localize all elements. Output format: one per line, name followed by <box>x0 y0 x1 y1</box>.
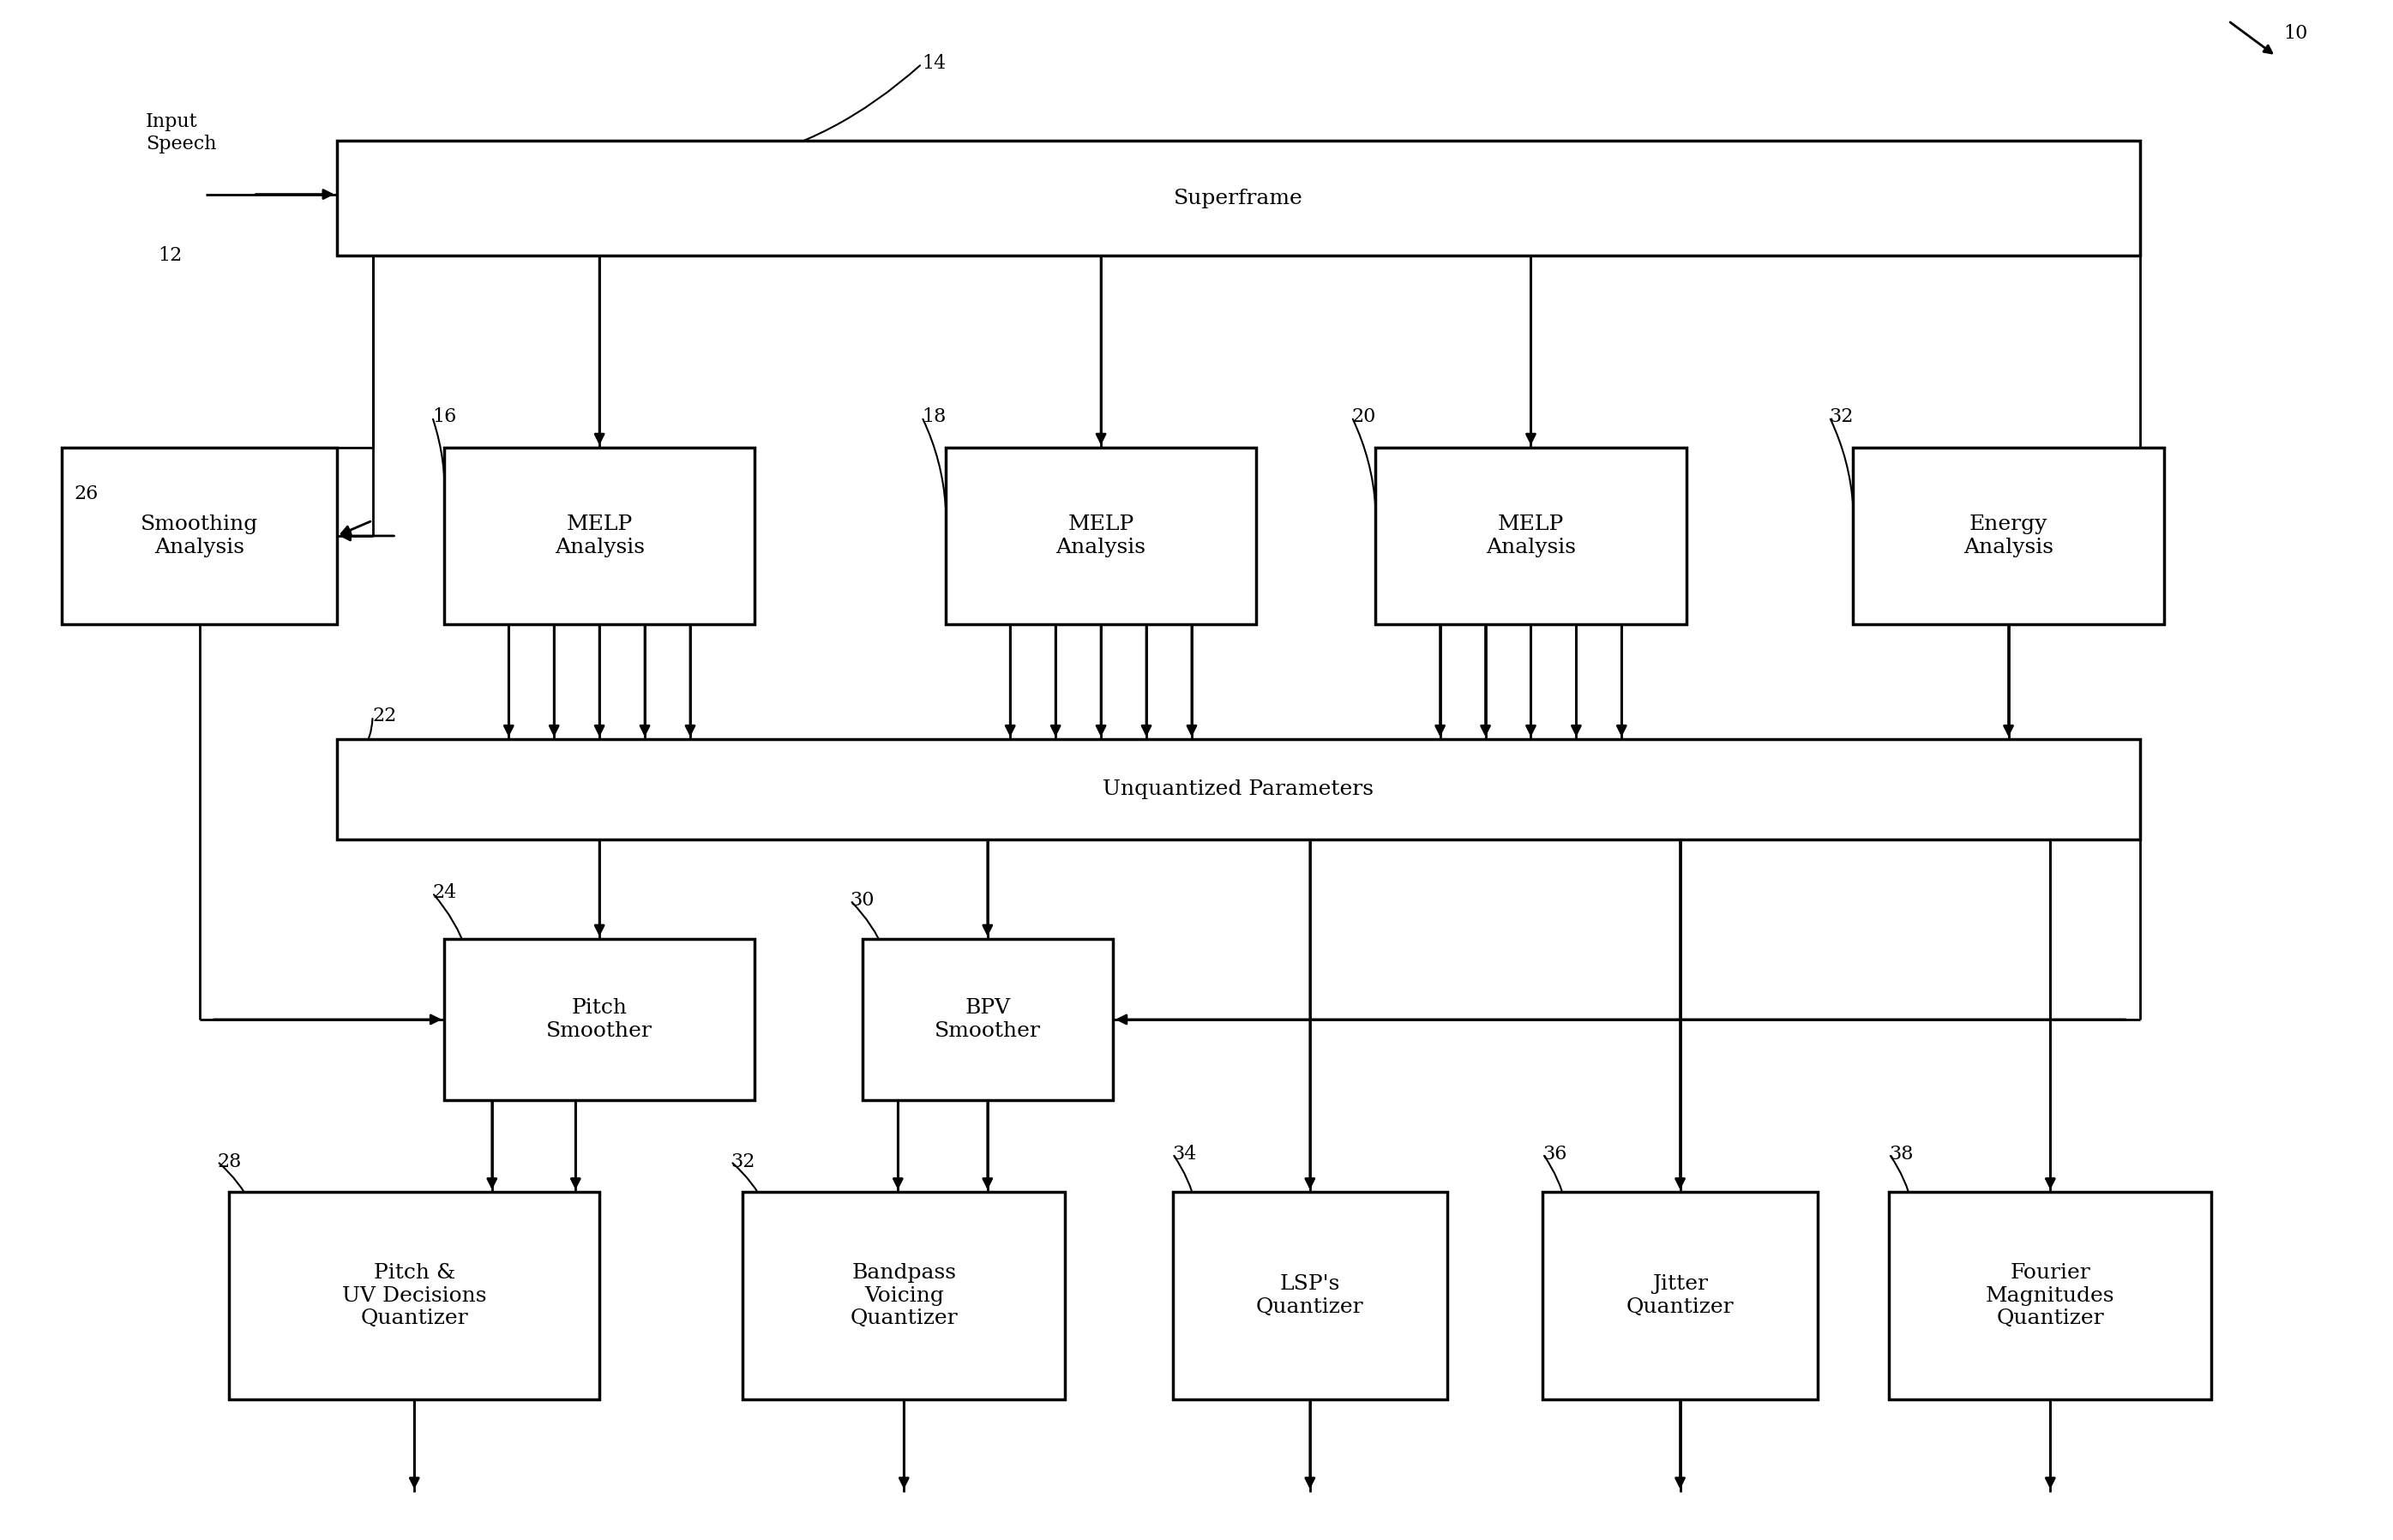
Text: 26: 26 <box>74 484 98 504</box>
Text: 14: 14 <box>921 54 945 74</box>
Text: Pitch &
UV Decisions
Quantizer: Pitch & UV Decisions Quantizer <box>342 1263 486 1329</box>
FancyBboxPatch shape <box>337 739 2139 839</box>
FancyBboxPatch shape <box>742 1192 1065 1400</box>
FancyBboxPatch shape <box>1852 448 2163 624</box>
Text: 22: 22 <box>373 707 397 725</box>
Text: Pitch
Smoother: Pitch Smoother <box>546 998 653 1041</box>
FancyBboxPatch shape <box>1888 1192 2211 1400</box>
Text: 36: 36 <box>1543 1144 1567 1163</box>
Text: 20: 20 <box>1352 408 1376 427</box>
FancyBboxPatch shape <box>445 448 754 624</box>
Text: Bandpass
Voicing
Quantizer: Bandpass Voicing Quantizer <box>850 1263 957 1329</box>
Text: 30: 30 <box>850 892 876 910</box>
Text: MELP
Analysis: MELP Analysis <box>555 514 644 557</box>
Text: Jitter
Quantizer: Jitter Quantizer <box>1627 1275 1735 1317</box>
Text: 10: 10 <box>2283 23 2307 43</box>
Text: 12: 12 <box>158 246 182 265</box>
FancyBboxPatch shape <box>945 448 1256 624</box>
FancyBboxPatch shape <box>337 140 2139 256</box>
Text: 32: 32 <box>730 1152 756 1170</box>
Text: 38: 38 <box>1888 1144 1914 1163</box>
Text: Fourier
Magnitudes
Quantizer: Fourier Magnitudes Quantizer <box>1986 1263 2115 1329</box>
FancyBboxPatch shape <box>1543 1192 1816 1400</box>
Text: 24: 24 <box>433 884 457 902</box>
Text: Superframe: Superframe <box>1173 188 1302 208</box>
Text: 16: 16 <box>433 408 457 427</box>
FancyBboxPatch shape <box>861 939 1113 1100</box>
FancyBboxPatch shape <box>1376 448 1687 624</box>
Text: MELP
Analysis: MELP Analysis <box>1055 514 1146 557</box>
FancyBboxPatch shape <box>62 448 337 624</box>
Text: BPV
Smoother: BPV Smoother <box>933 998 1041 1041</box>
Text: 32: 32 <box>1828 408 1855 427</box>
Text: LSP's
Quantizer: LSP's Quantizer <box>1256 1275 1364 1317</box>
Text: 28: 28 <box>218 1152 242 1170</box>
Text: MELP
Analysis: MELP Analysis <box>1486 514 1577 557</box>
Text: Energy
Analysis: Energy Analysis <box>1965 514 2053 557</box>
Text: Unquantized Parameters: Unquantized Parameters <box>1103 779 1374 799</box>
FancyBboxPatch shape <box>445 939 754 1100</box>
FancyBboxPatch shape <box>230 1192 598 1400</box>
Text: Input
Speech: Input Speech <box>146 112 215 152</box>
Text: Smoothing
Analysis: Smoothing Analysis <box>141 514 258 557</box>
Text: 34: 34 <box>1173 1144 1196 1163</box>
FancyBboxPatch shape <box>1173 1192 1448 1400</box>
Text: 18: 18 <box>921 408 945 427</box>
